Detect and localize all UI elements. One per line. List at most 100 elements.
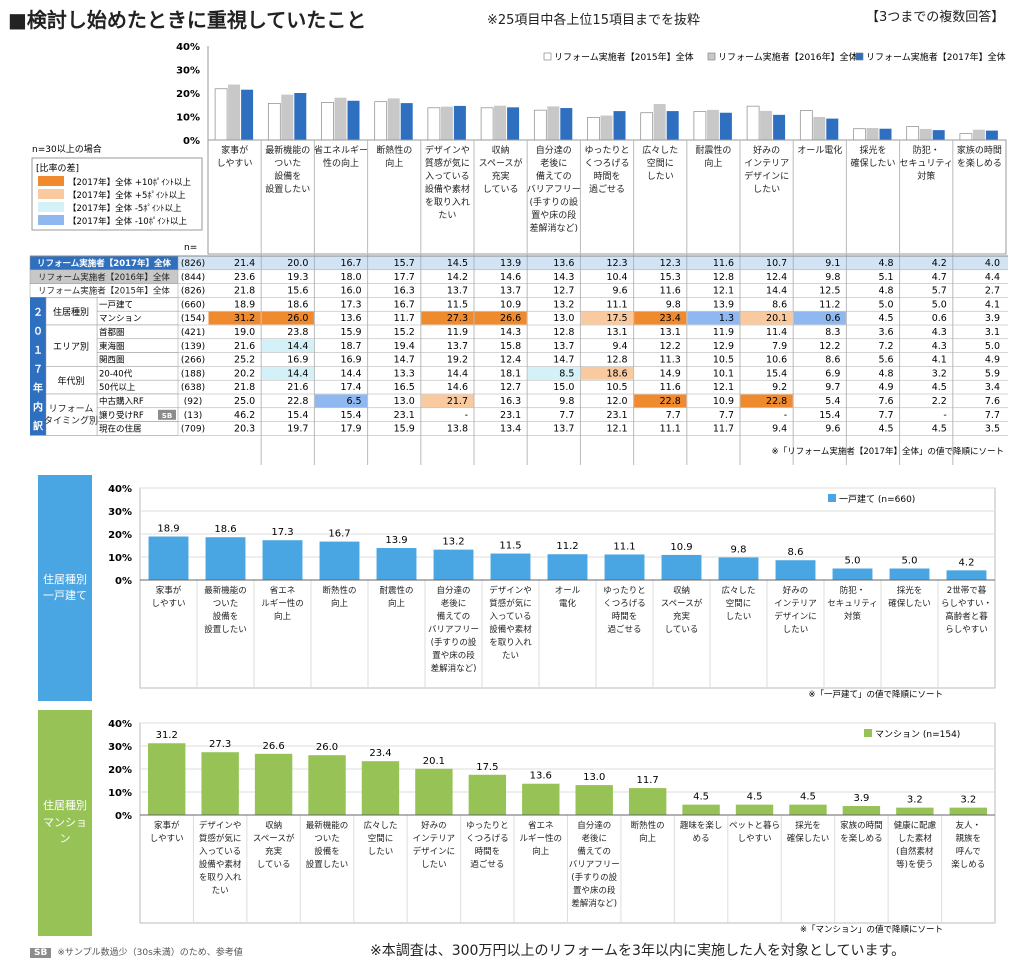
table-cell: 8.3 (825, 327, 840, 338)
table-cell: 7.7 (985, 410, 1000, 421)
category-label: 防犯・ (840, 585, 866, 596)
row-n: (826) (181, 259, 205, 269)
bar (267, 102, 281, 141)
table-cell: 10.5 (713, 355, 734, 366)
category-label: しやすい (217, 158, 253, 169)
data-label: 13.2 (442, 537, 464, 548)
y-tick-label: 0% (115, 576, 132, 587)
highlight-cell (687, 311, 740, 325)
table-cell: 15.4 (340, 410, 361, 421)
table-cell: 12.2 (660, 341, 681, 352)
table-cell: 7.7 (559, 410, 574, 421)
table-cell: 14.7 (394, 355, 415, 366)
bar (842, 806, 881, 815)
bar (959, 133, 973, 141)
table-cell: 11.4 (766, 327, 787, 338)
highlight-row (30, 256, 1008, 270)
category-label: 設備を (314, 846, 340, 857)
table-cell: 5.4 (825, 396, 840, 407)
table-cell: 27.3 (447, 313, 468, 324)
row-n: (638) (181, 383, 205, 393)
sb-badge (158, 409, 176, 420)
table-cell: 15.4 (819, 410, 840, 421)
table-cell: 9.6 (612, 286, 627, 297)
diff-legend-swatch (38, 215, 64, 225)
table-cell: 10.9 (500, 299, 521, 310)
category-label: らしやすい・ (941, 599, 992, 609)
table-cell: 25.0 (234, 396, 255, 407)
table-cell: 21.4 (234, 258, 255, 269)
bar (706, 109, 719, 140)
row-n: (154) (181, 314, 205, 324)
data-label: 27.3 (209, 739, 231, 750)
data-label: 20.1 (423, 756, 445, 767)
category-label: インテリア (413, 834, 456, 844)
legend-label: 一戸建て (n=660) (839, 493, 915, 505)
table-cell: 4.8 (878, 258, 893, 269)
table-cell: 16.5 (394, 382, 415, 393)
category-label: 差解消など) (431, 663, 477, 674)
table-cell: 4.5 (932, 424, 947, 435)
table-cell: 22.8 (766, 396, 787, 407)
bar (480, 107, 494, 141)
data-label: 4.5 (693, 792, 709, 803)
table-cell: 13.6 (340, 313, 361, 324)
category-label: 充実 (265, 846, 283, 857)
bar (775, 560, 816, 580)
highlight-cell (261, 339, 314, 353)
panel-label-line: マンション (43, 815, 87, 846)
bar (308, 755, 346, 815)
legend-label: リフォーム実施者【2017年】全体 (866, 51, 1006, 63)
table-cell: 4.2 (932, 258, 947, 269)
category-label: 向上 (385, 157, 403, 169)
category-label: インテリア (744, 158, 789, 169)
table-cell: 26.0 (287, 313, 308, 324)
bar (906, 126, 920, 141)
group-cell (45, 297, 98, 326)
category-label: 採光を (795, 820, 821, 831)
table-cell: 19.0 (234, 327, 255, 338)
category-label: 対策 (844, 611, 862, 622)
panel-label-detached: 住居種別 一戸建て (38, 475, 92, 701)
bar (427, 107, 441, 141)
table-cell: 21.8 (234, 382, 255, 393)
table-cell: 13.1 (660, 327, 681, 338)
category-label: 充実 (673, 611, 691, 622)
bar (387, 98, 400, 140)
table-cell: 12.3 (660, 258, 681, 269)
table-cell: 14.5 (447, 258, 468, 269)
category-label: した素材 (898, 833, 933, 844)
category-label: 等)を使う (896, 859, 933, 870)
table-cell: 23.8 (287, 327, 308, 338)
sb-badge: SB (30, 948, 52, 958)
row-label: リフォーム実施者【2016年】全体 (38, 272, 170, 283)
table-cell: 13.7 (447, 286, 468, 297)
category-label: 置や床の段 (432, 650, 475, 661)
table-cell: 5.1 (878, 272, 893, 283)
category-label: 空間に (647, 157, 674, 169)
table-cell: 20.1 (766, 313, 787, 324)
category-label: 時間を (612, 612, 638, 622)
table-cell: - (784, 410, 787, 421)
table-cell: 9.4 (612, 341, 627, 352)
data-label: 4.2 (959, 557, 975, 568)
highlight-cell (421, 311, 474, 325)
category-label: している (483, 184, 519, 195)
category-label: 採光を (859, 144, 886, 156)
table-cell: 8.5 (559, 368, 574, 379)
category-label: たい (212, 886, 229, 896)
table-cell: 12.2 (819, 341, 840, 352)
category-label: 老後に (441, 598, 467, 609)
category-label: 向上 (704, 157, 722, 169)
category-label: 過ごせる (589, 183, 625, 195)
data-label: 16.7 (328, 529, 350, 540)
table-cell: 4.3 (932, 341, 947, 352)
table-cell: 22.8 (287, 396, 308, 407)
table-cell: 14.4 (287, 341, 308, 352)
category-label: 家事が (154, 820, 180, 831)
table-cell: 11.3 (660, 355, 681, 366)
category-label: 広々した (721, 585, 755, 596)
category-label: 確保したい (850, 157, 895, 169)
row-n: (660) (181, 300, 205, 310)
highlight-cell (421, 394, 474, 408)
